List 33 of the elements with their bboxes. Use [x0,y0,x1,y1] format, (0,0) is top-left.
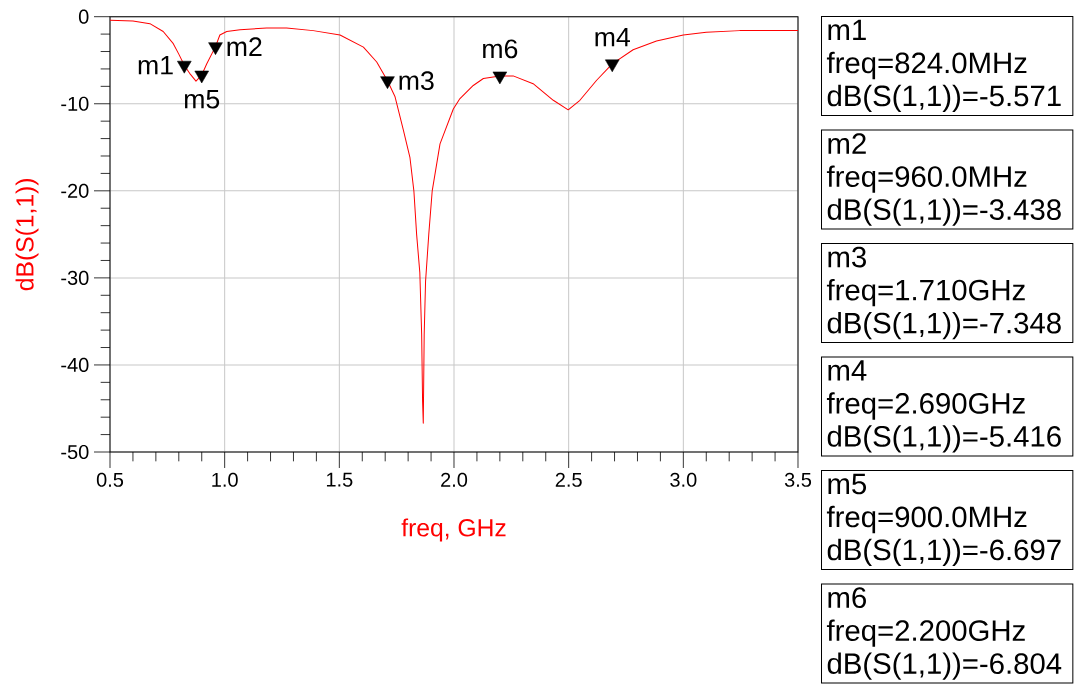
x-tick-label: 1.0 [212,472,238,487]
annotation: m6 [483,39,518,59]
point [492,71,508,85]
x-tick-label: 3.0 [670,472,697,487]
point [177,60,192,74]
point [605,59,620,73]
x-tick-label: 3.5 [784,472,812,487]
y-tick-label: -20 [61,183,89,198]
annotation: m4 [595,27,630,47]
y-axis-title: dB(S(1,1)) [15,179,39,291]
point [208,42,223,55]
text: m4 freq=2.690GHz dB(S(1,1))=-5.416 [826,360,1061,453]
x-tick-label: 1.5 [326,472,353,487]
point [380,76,395,89]
annotation: m2 [227,37,262,56]
y-tick-label: -30 [61,270,89,285]
y-tick-label: -50 [61,444,89,460]
text: m1 freq=824.0MHz dB(S(1,1))=-5.571 [826,19,1061,113]
y-tick-label: 0 [78,9,89,24]
y-tick-label: -40 [61,357,89,373]
x-axis-title: freq, GHz [401,518,506,542]
text: m2 freq=960.0MHz dB(S(1,1))=-3.438 [826,133,1061,226]
x-tick-label: 0.5 [96,472,124,487]
text: m6 freq=2.200GHz dB(S(1,1))=-6.804 [826,587,1062,680]
text: m3 freq=1.710GHz dB(S(1,1))=-7.348 [826,246,1061,340]
y-tick-label: -10 [61,96,89,111]
point [194,70,209,84]
annotation: m5 [184,89,220,109]
text: m5 freq=900.0MHz dB(S(1,1))=-6.697 [826,473,1061,567]
x-tick-label: 2.0 [441,472,468,487]
annotation: m3 [399,71,434,91]
annotation: m1 [138,56,173,75]
x-tick-label: 2.5 [555,472,582,487]
